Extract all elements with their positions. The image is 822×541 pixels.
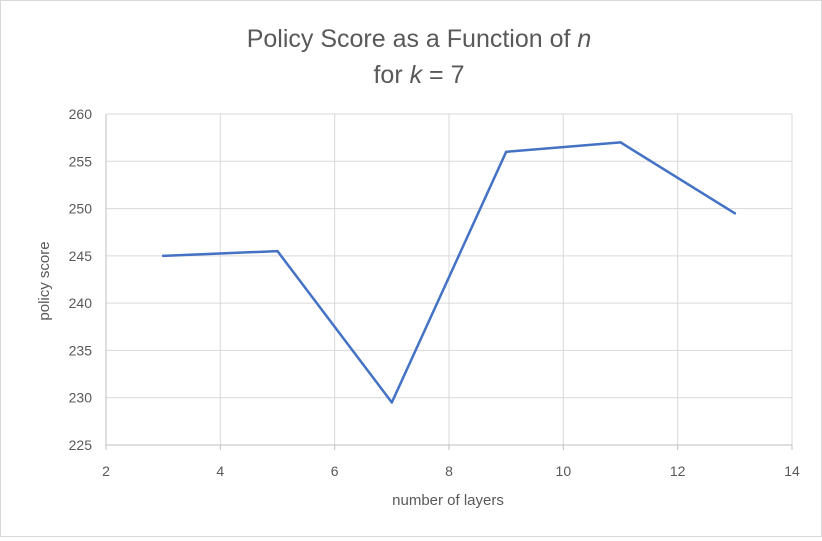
x-tick-label: 14 (784, 463, 800, 479)
y-tick-label: 260 (69, 106, 93, 122)
x-axis-title: number of layers (392, 492, 504, 509)
y-tick-label: 255 (69, 153, 93, 169)
y-tick-label: 225 (69, 437, 93, 453)
gridlines (105, 113, 793, 450)
x-tick-label: 6 (331, 463, 339, 479)
series-group (161, 141, 737, 404)
data-point (161, 254, 165, 258)
y-axis-ticks: 225 230 235 240 245 250 255 260 (69, 106, 93, 453)
x-tick-label: 10 (556, 463, 572, 479)
x-tick-label: 8 (445, 463, 453, 479)
data-point (276, 249, 279, 253)
x-tick-label: 2 (102, 463, 110, 479)
y-axis-title: policy score (36, 241, 53, 320)
series-line (161, 141, 737, 404)
data-point (733, 212, 737, 215)
data-point (619, 141, 622, 144)
chart-title-line-2: for k = 7 (373, 61, 464, 89)
data-point (390, 401, 394, 404)
y-tick-label: 250 (69, 201, 93, 217)
x-tick-label: 4 (216, 463, 224, 479)
x-axis-ticks: 2 4 6 8 10 12 14 (102, 463, 800, 479)
x-tick-label: 12 (670, 463, 686, 479)
chart-title-line-1: Policy Score as a Function of n (247, 25, 592, 53)
y-tick-label: 230 (69, 390, 93, 406)
y-tick-label: 240 (69, 295, 93, 311)
data-point (504, 150, 508, 154)
y-tick-label: 235 (69, 342, 93, 358)
y-tick-label: 245 (69, 248, 93, 264)
